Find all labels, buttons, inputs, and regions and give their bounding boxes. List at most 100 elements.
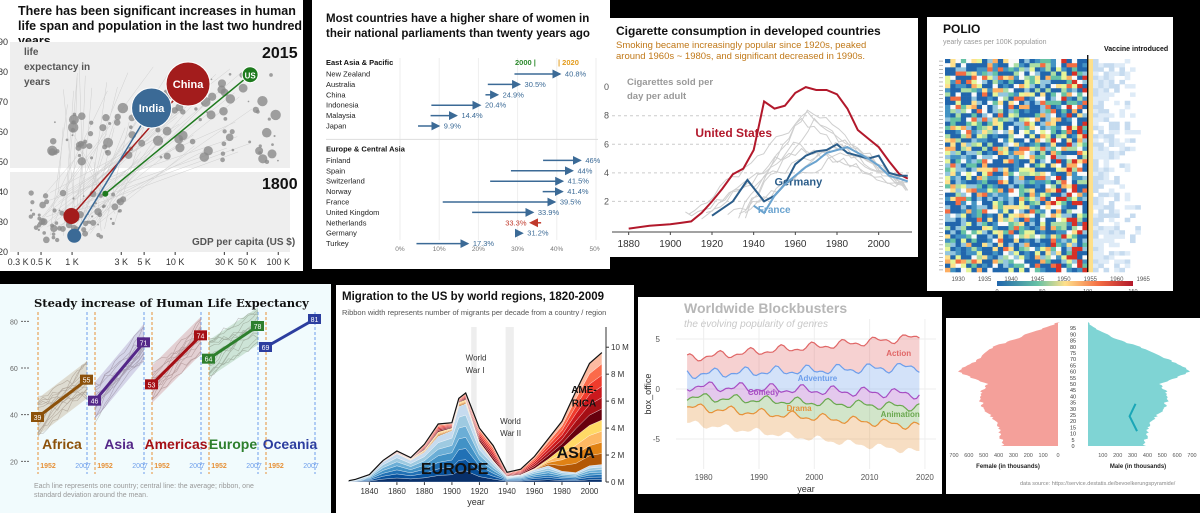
heatmap-cell (982, 209, 988, 214)
y-tick-label: 4 M (611, 424, 625, 433)
heatmap-cell (1077, 138, 1083, 143)
heatmap-cell (1061, 251, 1067, 256)
heatmap-cell (1098, 213, 1104, 219)
country-bubble-1800 (59, 189, 67, 197)
heatmap-cell (1087, 121, 1094, 127)
heatmap-cell (1093, 150, 1099, 156)
country-bubble-2015 (273, 134, 276, 138)
heatmap-cell (1061, 67, 1067, 72)
heatmap-cell (1114, 130, 1120, 135)
country-label: China (326, 90, 346, 99)
country-label: Turkey (326, 239, 349, 248)
heatmap-cell (1045, 259, 1052, 264)
country-bubble-1800 (52, 208, 57, 213)
heatmap-cell (1103, 134, 1110, 139)
heatmap-cell (1082, 192, 1089, 198)
heatmap-cell (1071, 205, 1078, 210)
heatmap-cell (1082, 63, 1089, 68)
country-bubble-1800 (59, 210, 65, 216)
heatmap-cell (1066, 163, 1073, 168)
country-bubble-1800 (94, 202, 97, 205)
heatmap-cell (1087, 88, 1094, 93)
heatmap-cell (1087, 104, 1094, 110)
country-bubble-2015 (102, 144, 108, 150)
heatmap-cell (1087, 59, 1094, 64)
heatmap-cell (1013, 246, 1020, 252)
heatmap-cell (1071, 59, 1078, 64)
heatmap-cell (1013, 238, 1020, 244)
heatmap-cell (950, 134, 956, 139)
heatmap-cell (1008, 230, 1015, 235)
heatmap-cell (1108, 150, 1115, 156)
heatmap-cell (1056, 259, 1062, 264)
start-value-box (145, 379, 158, 390)
heatmap-cell (1024, 242, 1030, 248)
heatmap-cell (1019, 251, 1025, 256)
heatmap-cell (992, 125, 999, 131)
heatmap-cell (1045, 188, 1052, 193)
heatmap-cell (966, 175, 972, 181)
heatmap-cell (1093, 205, 1099, 210)
heatmap-cell (960, 79, 967, 85)
x-tick-label: 2000 (581, 487, 599, 496)
heatmap-cell (971, 221, 978, 227)
country-line (151, 318, 202, 379)
heatmap-cell (1077, 104, 1083, 110)
country-bubble-1800 (30, 200, 35, 205)
heatmap-cell (1108, 63, 1115, 68)
x-tick-label: 1990 (750, 473, 768, 482)
heatmap-cell (1034, 96, 1041, 102)
x-tick-label: 30% (511, 246, 524, 253)
heatmap-cell (997, 109, 1004, 114)
heatmap-cell (1003, 167, 1009, 173)
country-bubble-2015 (258, 144, 262, 148)
heatmap-cell (955, 167, 962, 173)
heatmap-cell (1045, 155, 1052, 160)
heatmap-cell (1008, 192, 1015, 198)
heatmap-cell (1003, 113, 1009, 118)
heatmap-cell (955, 196, 962, 202)
heatmap-cell (1003, 121, 1009, 127)
heatmap-cell (1093, 92, 1099, 97)
heatmap-cell (1093, 251, 1099, 256)
heatmap-cell (1061, 63, 1067, 68)
heatmap-cell (976, 155, 983, 160)
heatmap-cell (1124, 163, 1131, 168)
heatmap-cell (955, 155, 962, 160)
heatmap-cell (1077, 150, 1083, 156)
heatmap-cell (971, 130, 978, 135)
heatmap-cell (1130, 146, 1136, 152)
heatmap-cell (992, 184, 999, 189)
heatmap-cell (971, 155, 978, 160)
heatmap-cell (1082, 130, 1089, 135)
heatmap-cell (1034, 209, 1041, 214)
panel-life-expectancy-continents: Steady increase of Human Life Expectancy… (0, 284, 331, 513)
heatmap-cell (1034, 63, 1041, 68)
heatmap-cell (976, 221, 983, 227)
age-tick-label: 65 (1070, 363, 1076, 369)
heatmap-cell (950, 104, 956, 110)
heatmap-cell (1103, 192, 1110, 198)
heatmap-cell (1114, 71, 1120, 77)
heatmap-cell (982, 196, 988, 202)
y-tick-label: 50 (0, 157, 8, 167)
heatmap-cell (1093, 230, 1099, 235)
heatmap-cell (1103, 117, 1110, 122)
x-tick-label: 2020 (916, 473, 934, 482)
heatmap-cell (1130, 67, 1136, 72)
heatmap-cell (1071, 125, 1078, 131)
heatmap-cell (1040, 121, 1046, 127)
x-tick-label: 0.5 K (31, 257, 52, 267)
heatmap-cell (982, 71, 988, 77)
heatmap-cell (955, 113, 962, 118)
heatmap-cell (997, 84, 1004, 89)
heatmap-cell (1082, 234, 1089, 239)
heatmap-cell (971, 192, 978, 198)
heatmap-cell (960, 146, 967, 152)
colorbar-tick-label: 150 (1128, 289, 1137, 291)
heatmap-cell (1098, 251, 1104, 256)
country-bubble-2015 (220, 157, 225, 163)
